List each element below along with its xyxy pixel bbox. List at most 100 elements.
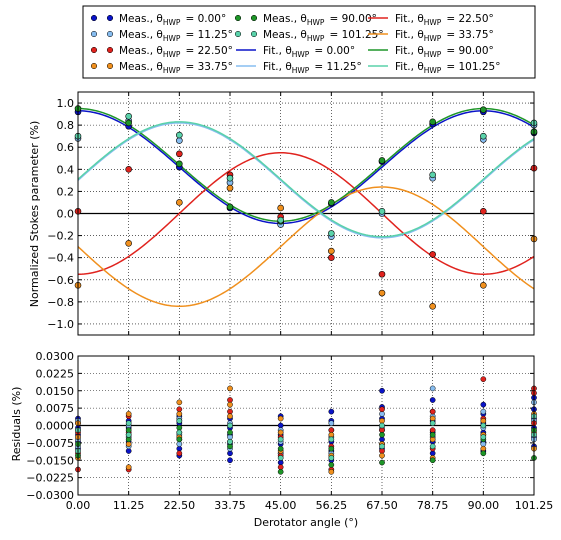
legend-label: Fit., θHWP = 11.25°: [263, 61, 362, 75]
residual-point: [277, 468, 284, 475]
top-y-tick-label: −1.0: [47, 318, 74, 331]
measurement-point: [176, 199, 183, 206]
legend-marker: [106, 46, 114, 54]
residual-point: [176, 418, 183, 424]
top-y-tick-label: 0.0: [57, 208, 75, 221]
bottom-y-tick-label: −0.0300: [26, 489, 74, 502]
top-y-tick-label: −0.6: [47, 274, 74, 287]
residual-point: [125, 411, 132, 417]
top-axes-frame: [77, 91, 535, 336]
legend-label: Meas., θHWP = 0.00°: [119, 13, 226, 27]
residual-point: [379, 452, 385, 459]
top-y-tick-label: −0.4: [47, 252, 74, 265]
residual-point: [429, 408, 436, 415]
x-axis-label: Derotator angle (°): [254, 516, 358, 529]
legend-label: Fit., θHWP = 0.00°: [263, 45, 355, 59]
measurement-point: [328, 230, 335, 237]
legend-label: Meas., θHWP = 101.25°: [263, 29, 384, 43]
residual-point: [480, 376, 487, 383]
residual-point: [328, 420, 335, 427]
top-y-tick-label: 0.6: [57, 141, 75, 154]
measurement-point: [480, 132, 487, 140]
measurement-point: [429, 251, 436, 258]
legend-marker: [90, 62, 98, 70]
residual-point: [480, 401, 487, 408]
bottom-y-tick-label: 0.0150: [36, 385, 75, 398]
legend-item: Meas., θHWP = 0.00°: [90, 13, 226, 27]
legend-item: Fit., θHWP = 101.25°: [368, 61, 500, 75]
residual-point: [328, 462, 335, 468]
legend-item: Fit., θHWP = 33.75°: [368, 29, 494, 43]
measurement-point: [429, 118, 436, 126]
residual-point: [277, 455, 284, 461]
measurement-point: [378, 157, 386, 164]
fit-curve: [77, 121, 535, 238]
residual-point: [227, 429, 233, 436]
residual-point: [227, 438, 233, 445]
measurement-point: [277, 204, 284, 212]
legend-label: Fit., θHWP = 90.00°: [395, 45, 494, 59]
legend-label: Meas., θHWP = 11.25°: [119, 29, 233, 43]
bottom-y-tick-label: −0.0225: [26, 472, 74, 485]
x-tick-label: 78.75: [417, 499, 449, 512]
bottom-y-axis-label: Residuals (%): [10, 387, 23, 462]
legend-item: Fit., θHWP = 11.25°: [236, 61, 362, 75]
fit-curve: [77, 107, 535, 222]
measurement-point: [328, 254, 335, 261]
measurement-point: [480, 207, 487, 215]
measurement-point: [226, 203, 234, 211]
legend-item: Fit., θHWP = 0.00°: [236, 45, 355, 59]
legend-box: [82, 5, 536, 79]
legend-item: Fit., θHWP = 90.00°: [368, 45, 494, 59]
legend-item: Meas., θHWP = 101.25°: [234, 29, 384, 43]
bottom-y-tick-label: 0.0300: [36, 350, 75, 363]
legend-marker: [234, 14, 242, 22]
residual-point: [227, 401, 233, 408]
residual-point: [176, 429, 183, 436]
legend-marker: [106, 30, 114, 38]
measurement-point: [125, 113, 132, 120]
measurement-point: [125, 240, 132, 247]
measurement-point: [328, 199, 335, 206]
x-tick-label: 0.00: [66, 499, 91, 512]
residual-point: [379, 387, 385, 394]
residual-point: [227, 385, 233, 392]
bottom-y-tick-label: −0.0150: [26, 454, 74, 467]
residual-point: [429, 385, 436, 392]
legend-label: Meas., θHWP = 33.75°: [119, 61, 233, 75]
top-y-tick-label: 0.8: [57, 119, 75, 132]
top-y-tick-label: 0.2: [57, 185, 75, 198]
residual-point: [379, 443, 385, 450]
fit-curve: [77, 151, 535, 275]
bottom-y-tick-label: 0.0000: [36, 420, 75, 433]
residual-point: [277, 415, 284, 422]
legend-item: Meas., θHWP = 90.00°: [234, 13, 377, 27]
legend: Meas., θHWP = 0.00° Meas., θHWP = 11.25° Mea…: [82, 5, 536, 79]
legend-item: Meas., θHWP = 22.50°: [90, 45, 233, 59]
residual-point: [429, 443, 436, 450]
x-tick-label: 45.00: [265, 499, 297, 512]
residual-point: [480, 450, 487, 457]
measurement-point: [378, 270, 386, 278]
residual-point: [125, 464, 132, 471]
measurement-point: [480, 281, 487, 289]
residual-point: [328, 468, 335, 475]
residual-point: [328, 436, 335, 443]
measurement-point: [429, 171, 436, 179]
residual-point: [277, 445, 284, 452]
stokes-panel: −1.0 −0.8 −0.6 −0.4 −0.2 0.0 0.2 0.4 0.6 0.8 1.0: [47, 91, 538, 336]
residual-point: [227, 457, 233, 464]
measurement-point: [176, 160, 183, 168]
residual-point: [176, 450, 183, 457]
legend-marker: [250, 14, 258, 22]
measurement-point: [378, 207, 386, 215]
x-tick-label: 67.50: [366, 499, 398, 512]
residual-point: [328, 408, 335, 415]
legend-item: Fit., θHWP = 22.50°: [368, 13, 494, 27]
residual-point: [328, 445, 335, 452]
top-y-tick-label: −0.2: [47, 230, 74, 243]
residual-point: [429, 457, 436, 464]
legend-item: Meas., θHWP = 11.25°: [90, 29, 233, 43]
legend-marker: [106, 14, 114, 22]
